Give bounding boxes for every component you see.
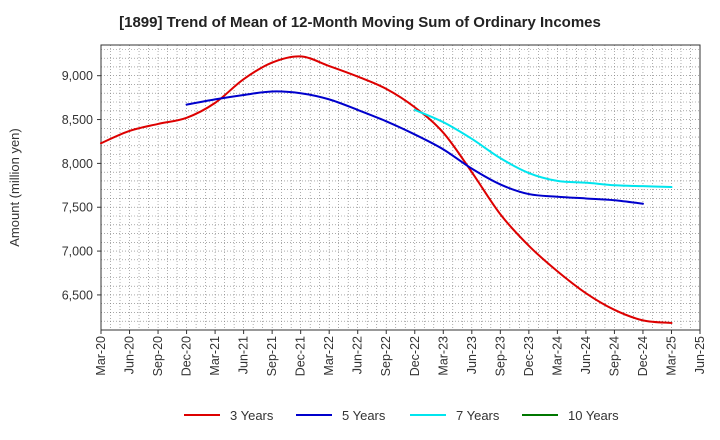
legend-item-10-years[interactable]: 10 Years	[522, 404, 619, 426]
x-tick-label: Jun-21	[237, 336, 251, 374]
legend-swatch-7-years	[410, 414, 446, 416]
x-tick-label: Jun-22	[351, 336, 365, 374]
y-tick-label: 9,000	[62, 69, 93, 83]
legend: 3 Years 5 Years 7 Years 10 Years	[0, 404, 720, 426]
legend-label-3-years: 3 Years	[230, 407, 274, 423]
x-tick-label: Jun-24	[579, 336, 593, 374]
legend-label-7-years: 7 Years	[456, 407, 500, 423]
x-tick-label: Mar-21	[208, 336, 222, 376]
y-tick-label: 8,000	[62, 157, 93, 171]
x-tick-label: Dec-24	[636, 336, 650, 376]
y-axis-label: Amount (million yen)	[7, 128, 22, 247]
x-tick-label: Dec-22	[408, 336, 422, 376]
series-line-3-years	[100, 55, 673, 324]
x-tick-label: Jun-23	[465, 336, 479, 374]
plot-area	[101, 45, 700, 330]
x-tick-label: Mar-25	[664, 336, 678, 376]
x-tick-label: Jun-20	[123, 336, 137, 374]
x-tick-label: Sep-22	[379, 336, 393, 376]
x-tick-label: Dec-20	[180, 336, 194, 376]
x-tick-label: Dec-21	[294, 336, 308, 376]
series-line-7-years	[413, 108, 673, 189]
series-line-5-years	[185, 90, 644, 205]
chart-title: [1899] Trend of Mean of 12-Month Moving …	[119, 14, 601, 31]
y-tick-label: 8,500	[62, 113, 93, 127]
x-tick-label: Mar-24	[550, 336, 564, 376]
x-tick-label: Mar-23	[436, 336, 450, 376]
x-tick-label: Sep-20	[151, 336, 165, 376]
y-tick-label: 7,000	[62, 245, 93, 259]
plot-frame	[100, 44, 701, 331]
x-tick-label: Jun-25	[693, 336, 707, 374]
legend-item-5-years[interactable]: 5 Years	[296, 404, 385, 426]
legend-item-3-years[interactable]: 3 Years	[184, 404, 273, 426]
y-tick-label: 6,500	[62, 288, 93, 302]
legend-label-5-years: 5 Years	[342, 407, 386, 423]
y-tick-label: 7,500	[62, 201, 93, 215]
x-tick-label: Sep-24	[607, 336, 621, 376]
x-tick-label: Mar-20	[94, 336, 108, 376]
x-tick-label: Sep-23	[493, 336, 507, 376]
x-tick-label: Mar-22	[322, 336, 336, 376]
line-chart: 6,500 7,000 7,500 8,000 8,500 9,000 Mar-20 Jun-…	[7, 44, 707, 376]
legend-item-7-years[interactable]: 7 Years	[410, 404, 499, 426]
legend-label-10-years: 10 Years	[568, 407, 619, 423]
legend-swatch-10-years	[522, 414, 558, 416]
x-tick-label: Dec-23	[522, 336, 536, 376]
legend-swatch-3-years	[184, 414, 220, 416]
legend-swatch-5-years	[296, 414, 332, 416]
x-tick-label: Sep-21	[265, 336, 279, 376]
